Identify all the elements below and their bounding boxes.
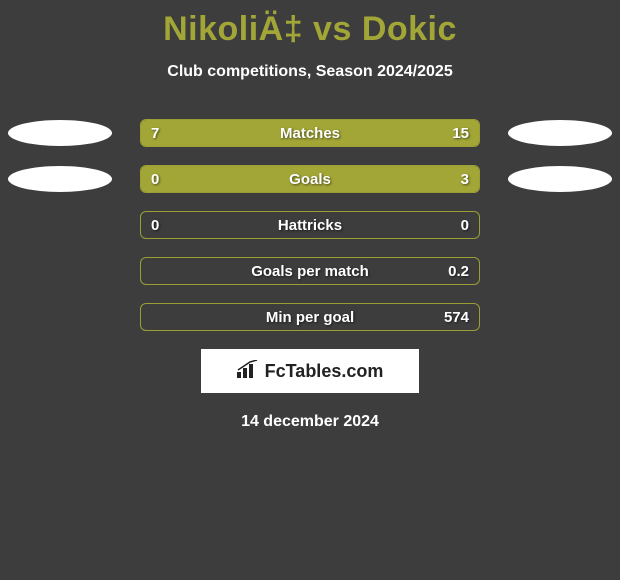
player-left-avatar [8,120,112,146]
stat-label: Hattricks [141,212,479,239]
stats-chart: 715Matches 03Goals 00Hattricks 0.2Goals per… [0,119,620,331]
date-label: 14 december 2024 [0,413,620,431]
stat-bar: 574Min per goal [140,303,480,331]
stat-label: Matches [141,120,479,147]
chart-icon [237,360,259,383]
stat-bar: 0.2Goals per match [140,257,480,285]
player-right-avatar [508,166,612,192]
stat-bar: 715Matches [140,119,480,147]
brand-badge[interactable]: FcTables.com [201,349,419,393]
stat-label: Goals [141,166,479,193]
page-title: NikoliÄ‡ vs Dokic [0,0,620,49]
stat-row: 715Matches [0,119,620,147]
stat-row: 574Min per goal [0,303,620,331]
stat-label: Goals per match [141,258,479,285]
stat-bar: 00Hattricks [140,211,480,239]
player-left-avatar [8,166,112,192]
player-right-avatar [508,120,612,146]
stat-row: 00Hattricks [0,211,620,239]
stat-row: 0.2Goals per match [0,257,620,285]
subtitle: Club competitions, Season 2024/2025 [0,63,620,81]
comparison-widget: NikoliÄ‡ vs Dokic Club competitions, Sea… [0,0,620,580]
stat-row: 03Goals [0,165,620,193]
stat-label: Min per goal [141,304,479,331]
stat-bar: 03Goals [140,165,480,193]
brand-label: FcTables.com [265,361,384,382]
